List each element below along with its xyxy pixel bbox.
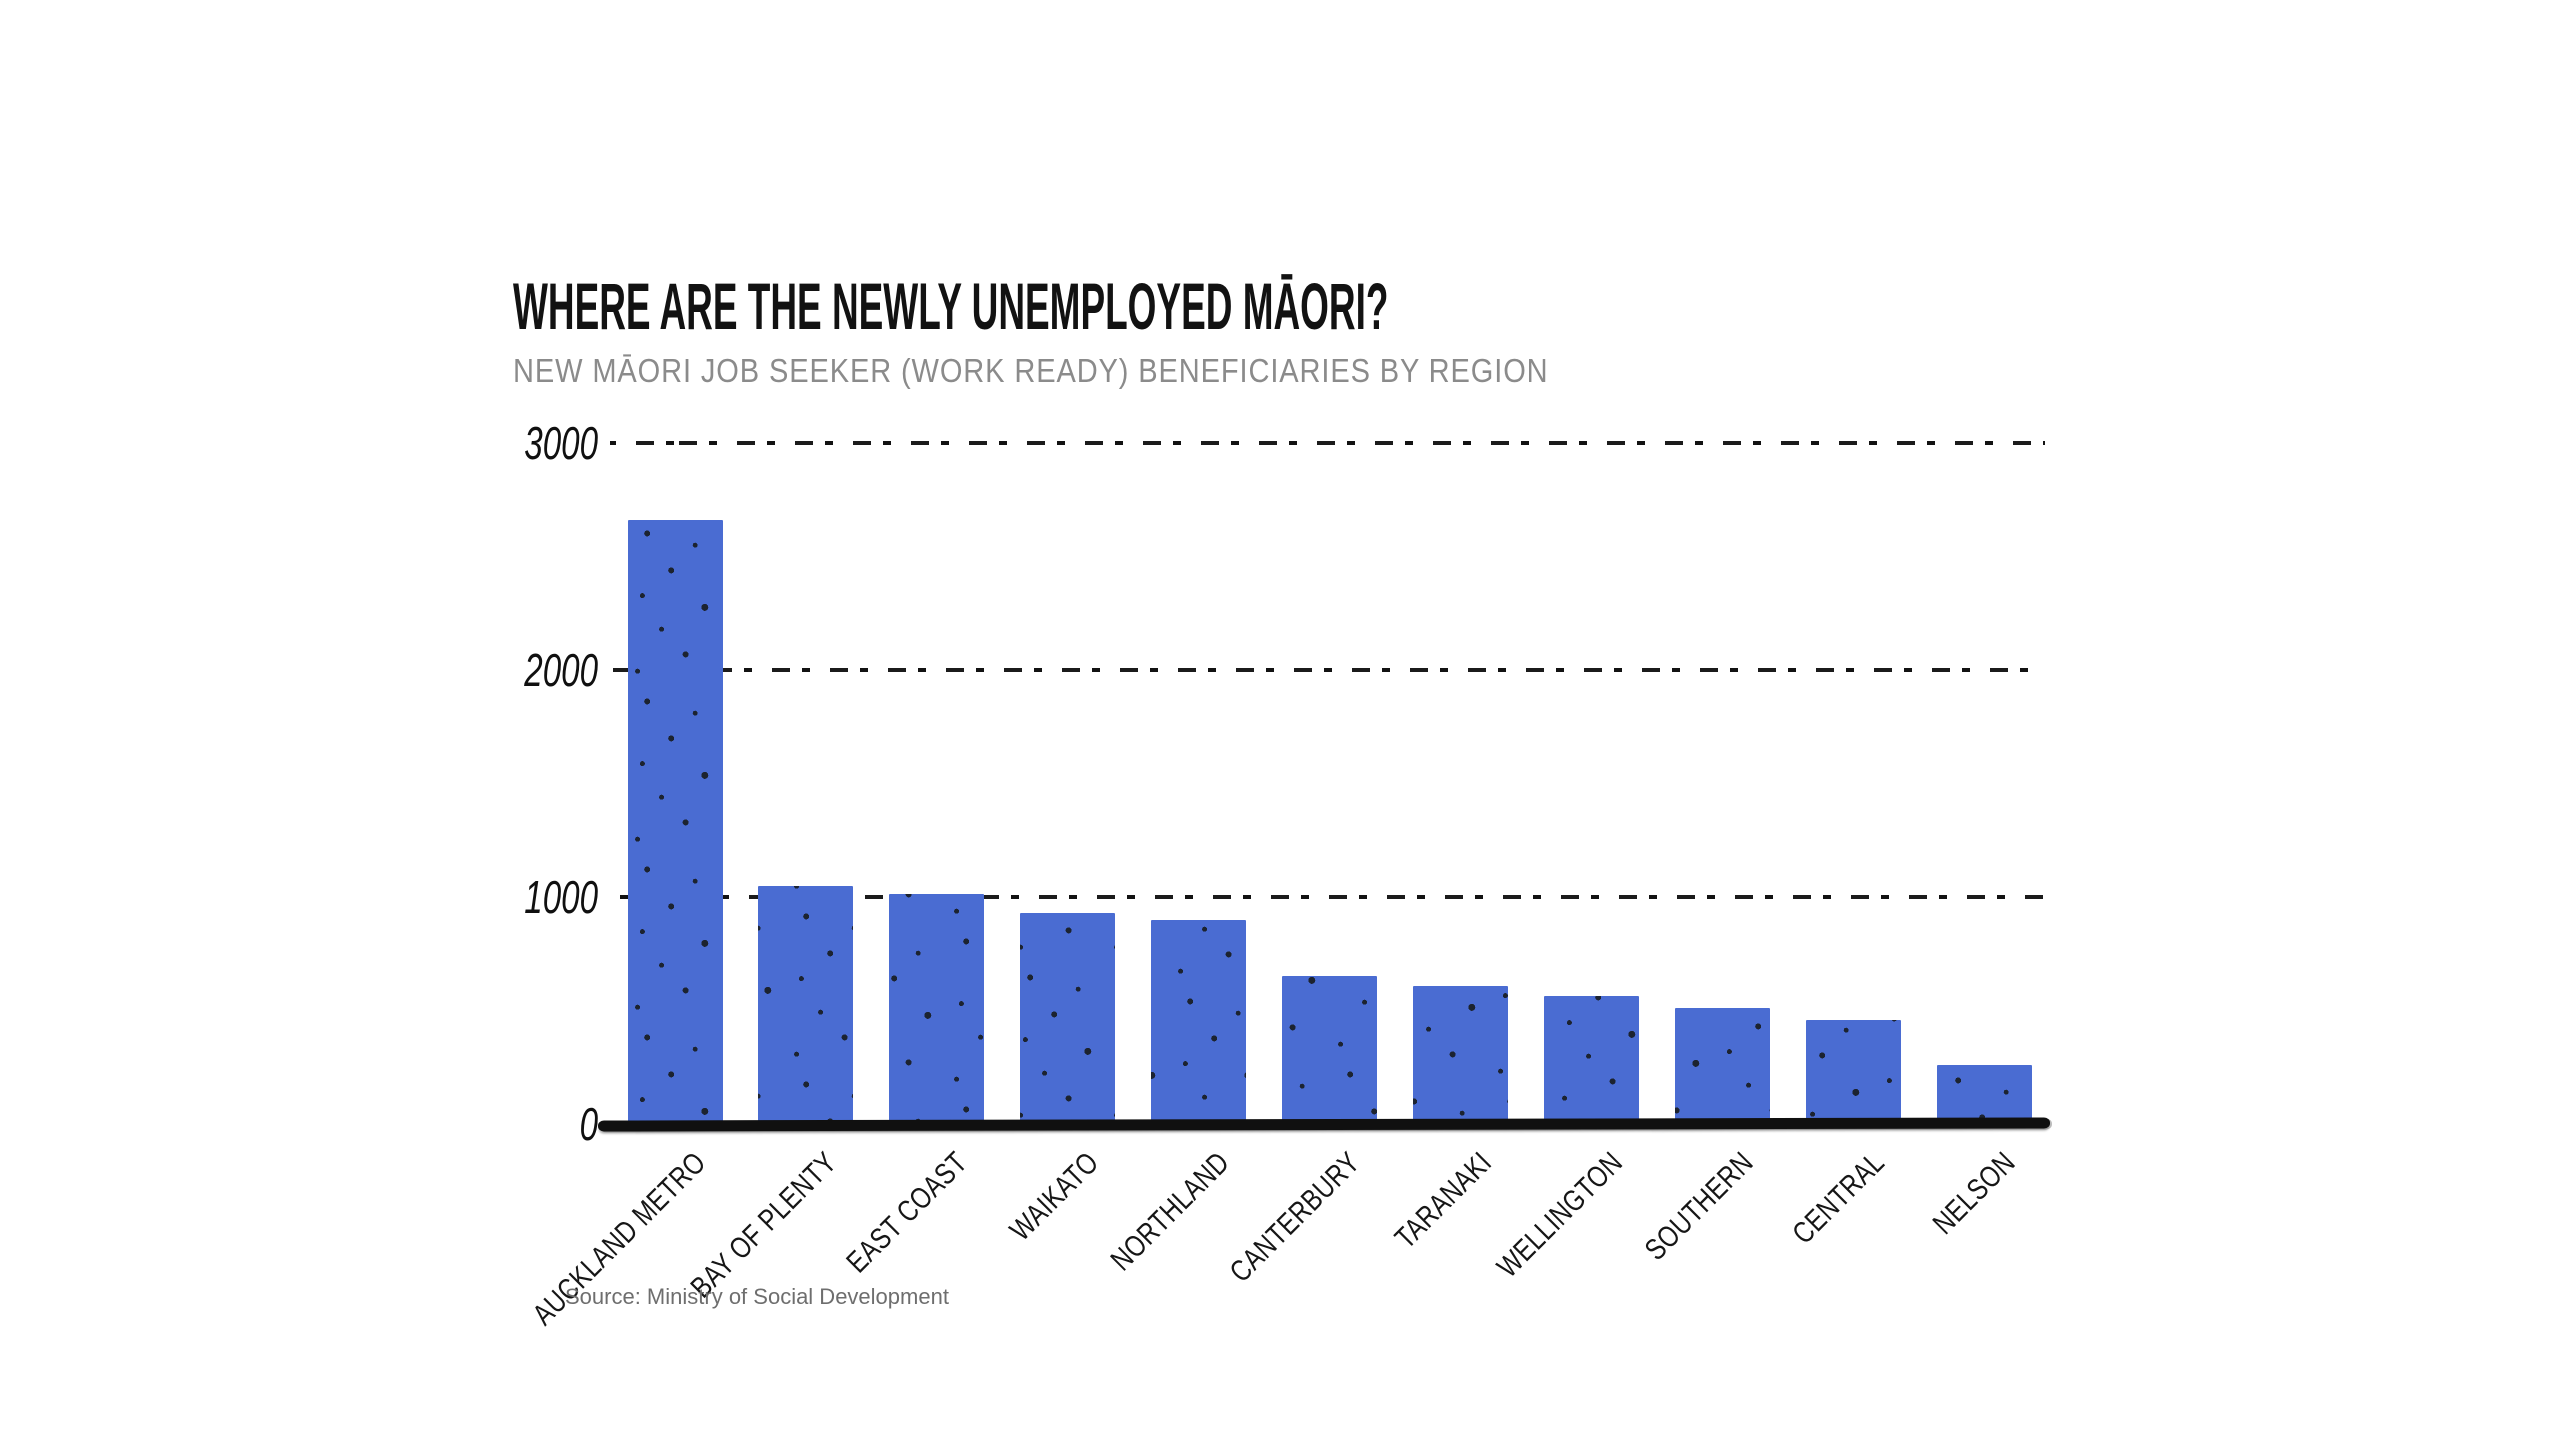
- x-label-text: WAIKATO: [1003, 1146, 1106, 1248]
- y-tick-label-3000: 3000: [524, 417, 598, 469]
- bar-east-coast: [889, 893, 985, 1128]
- x-label-auckland-metro: AUCKLAND METRO: [486, 1146, 713, 1373]
- bar-central: [1805, 1019, 1901, 1128]
- x-label-nelson: NELSON: [1909, 1146, 2022, 1259]
- chart-subtitle: NEW MĀORI JOB SEEKER (WORK READY) BENEFI…: [513, 352, 1549, 389]
- bar-waikato: [1020, 912, 1116, 1128]
- bar-taranaki: [1412, 985, 1508, 1128]
- bar-bay-of-plenty: [758, 885, 854, 1128]
- bar-canterbury: [1282, 976, 1377, 1128]
- x-axis-line: [597, 1117, 2051, 1132]
- x-label-text: NORTHLAND: [1104, 1146, 1236, 1278]
- source-note: Source: Ministry of Social Development: [565, 1284, 949, 1309]
- x-label-text: TARANAKI: [1388, 1146, 1498, 1256]
- gridline-3000: [610, 441, 2045, 445]
- gridline-2000: [610, 668, 2045, 672]
- y-tick-label-1000: 1000: [524, 871, 598, 923]
- bar-northland: [1151, 919, 1247, 1128]
- x-label-central: CENTRAL: [1766, 1146, 1892, 1272]
- x-label-text: SOUTHERN: [1638, 1146, 1760, 1267]
- x-label-text: EAST COAST: [840, 1146, 975, 1280]
- x-label-taranaki: TARANAKI: [1367, 1146, 1498, 1277]
- x-label-text: CENTRAL: [1785, 1146, 1891, 1251]
- x-label-southern: SOUTHERN: [1614, 1146, 1760, 1292]
- bar-auckland-metro: [627, 520, 723, 1128]
- gridline-1000: [610, 895, 2045, 899]
- y-tick-label-2000: 2000: [524, 644, 598, 696]
- y-tick-label-0: 0: [579, 1098, 598, 1150]
- bar-southern: [1674, 1008, 1770, 1128]
- chart-title: WHERE ARE THE NEWLY UNEMPLOYED MĀORI?: [513, 269, 1389, 343]
- x-label-waikato: WAIKATO: [984, 1146, 1106, 1268]
- x-label-text: WELLINGTON: [1490, 1146, 1629, 1285]
- bar-wellington: [1543, 995, 1639, 1128]
- x-label-text: NELSON: [1926, 1146, 2022, 1241]
- x-label-text: CANTERBURY: [1224, 1146, 1367, 1289]
